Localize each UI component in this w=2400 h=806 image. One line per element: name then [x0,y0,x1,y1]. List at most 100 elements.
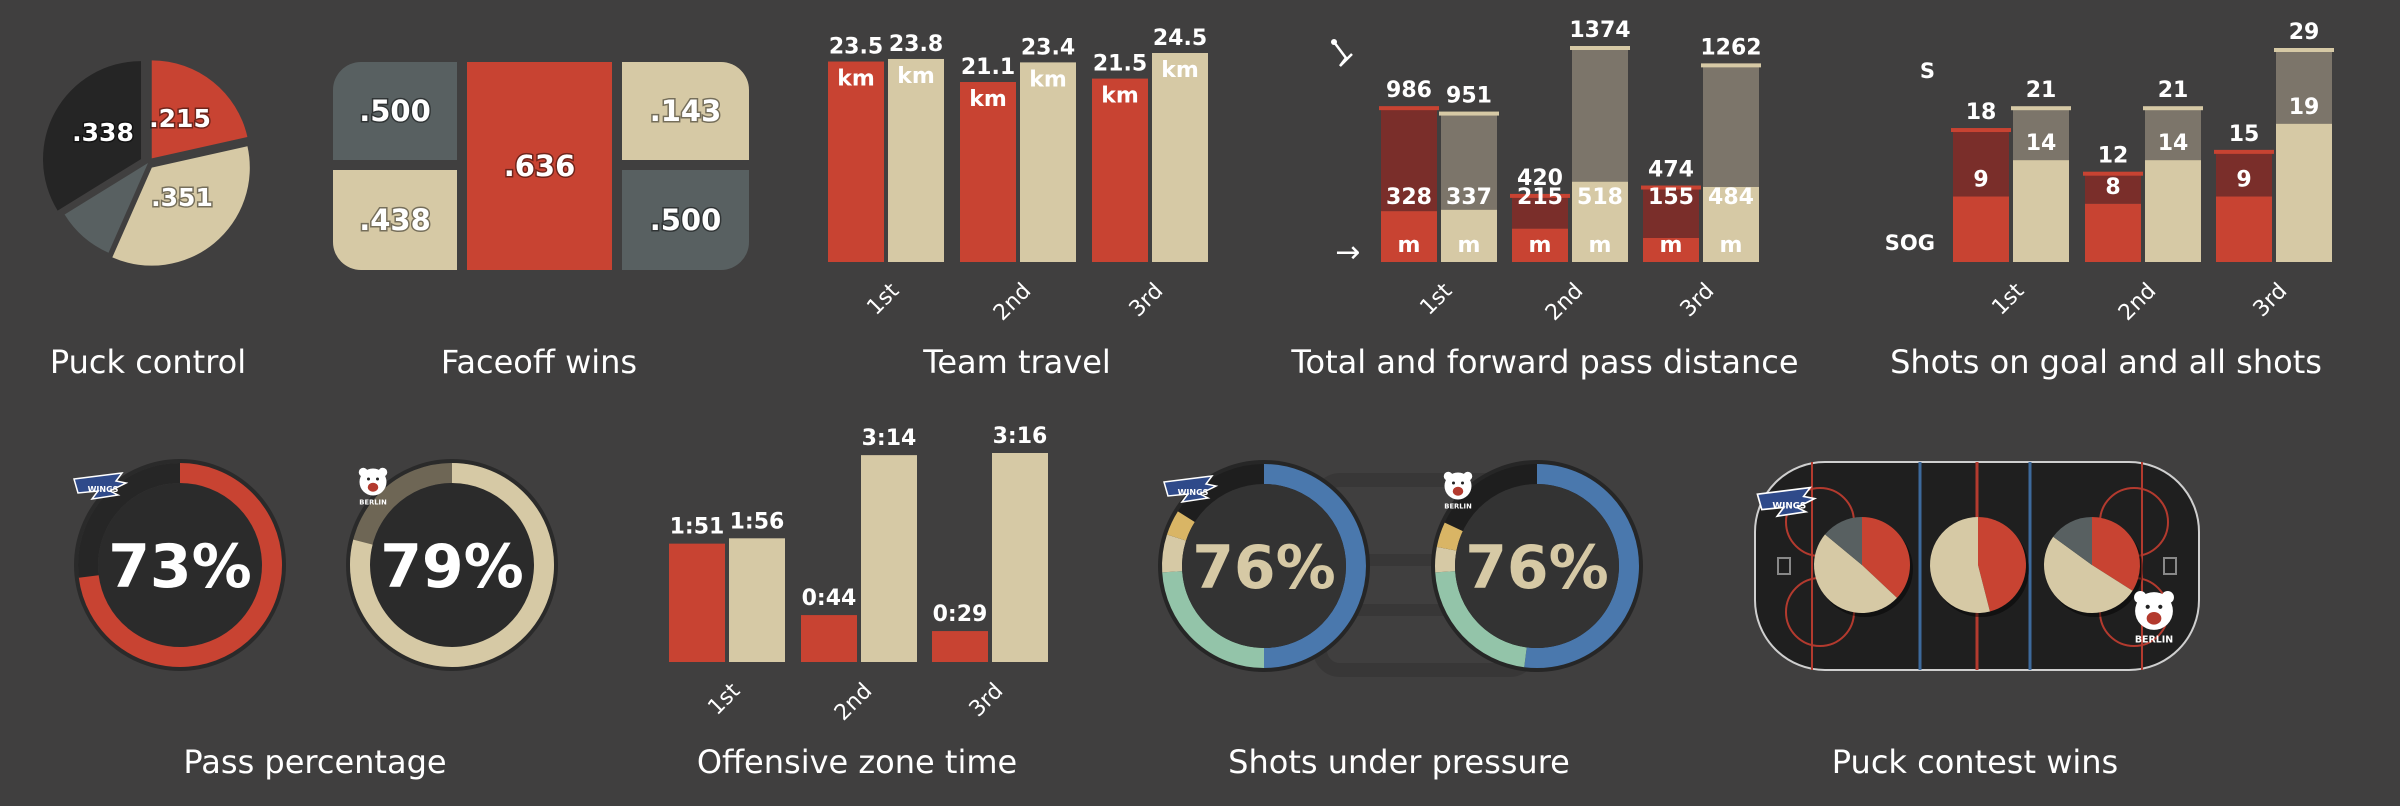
treemap-cells [333,62,749,270]
pass-total-label: 1262 [1700,35,1761,60]
berlin-logo: BERLIN [1443,471,1473,511]
shots-x-tick: 1st [1987,278,2029,320]
bear-ear [1443,471,1453,481]
pass-total-bar [1643,188,1699,238]
bear-eye [2145,604,2150,609]
pressure-title: Shots under pressure [1228,743,1570,781]
shots-on-goal-bar [1953,196,2009,262]
shots-on-goal-bar [2145,160,2201,262]
pass-total-label: 986 [1386,78,1432,103]
berlin-logo: BERLIN [358,467,388,507]
pressure-arc [1166,511,1195,541]
treemap [333,62,749,270]
contest-pie-slice [1814,534,1897,613]
pass-unit-label: m [1529,233,1552,258]
team-travel-title: Team travel [923,343,1111,381]
zone-time-bar [729,538,785,662]
pass-forward-label: 328 [1386,185,1432,210]
travel-value-label: 23.8 [889,32,943,57]
shots-legend-total: S [1920,59,1935,83]
travel-value-label: 23.4 [1021,35,1075,60]
shots-total-cap [2274,48,2334,52]
pass-total-label: 420 [1517,166,1563,191]
travel-unit-label: km [837,67,875,92]
pass-total-label: 951 [1446,84,1492,109]
wings-text: WINGS [1772,502,1806,512]
zone-time-title: Offensive zone time [696,743,1018,781]
travel-x-tick: 1st [862,278,904,320]
shots-total-label: 18 [1966,100,1997,125]
pass-x-tick: 1st [1415,278,1457,320]
travel-bar [828,61,884,263]
bear-eye [1461,481,1464,485]
bear-ear [378,467,388,477]
shots-total-cap [2214,149,2274,154]
rink-goal [1777,557,1791,575]
treemap-cell [333,170,457,270]
pressure-arc [1162,534,1187,573]
pressure-pct-label: 76% [1465,533,1609,603]
shots-total-label: 12 [2098,144,2129,169]
pass-forward-bar [1512,228,1568,262]
pass-total-label: 1374 [1569,18,1630,43]
zone-time-label: 3:16 [993,424,1048,449]
pie-slice [43,61,142,211]
pass-forward-label: 155 [1648,185,1694,210]
pie-data-label: .215 [149,104,211,133]
bear-mouth [1452,486,1464,496]
pass-total-cap [1439,111,1499,116]
bear-eye [1452,481,1455,485]
pass-total-bar [1703,66,1759,187]
bear-mouth [367,482,379,492]
pie-data-label: .351 [151,183,213,212]
shots-total-label: 21 [2026,78,2057,103]
shots-on-goal-bar [2013,160,2069,262]
bear-ear [2161,591,2174,604]
shots-total-bar [2276,51,2332,124]
pass-unit-label: m [1458,233,1481,258]
pass-unit-label: m [1589,233,1612,258]
pass-total-label: 474 [1648,158,1694,183]
travel-unit-label: km [897,64,935,89]
travel-value-label: 21.5 [1093,52,1147,77]
zone-time-bar [669,543,725,662]
shots-total-cap [1951,128,2011,133]
pass-total-cap [1379,106,1439,111]
travel-bar [1020,62,1076,263]
pass-pct-arc [78,463,282,667]
shots-x-tick: 2nd [2114,279,2161,326]
wings-shape [73,472,129,501]
pass-forward-bar [1643,237,1699,262]
zone-x-tick: 1st [703,678,745,720]
zigzag-icon [1333,41,1353,67]
donut-center [370,483,534,647]
travel-value-label: 21.1 [961,55,1015,80]
wings-text: WINGS [88,485,119,494]
bear-ear [358,467,368,477]
zone-time-label: 3:14 [862,426,917,451]
shots-total-bar [1953,131,2009,197]
travel-value-label: 24.5 [1153,26,1207,51]
pass-pct-label: 73% [108,532,252,602]
zigzag-dot [1331,39,1337,45]
berlin-text: BERLIN [359,499,387,507]
travel-x-tick: 2nd [989,279,1036,326]
shots-total-bar [2013,109,2069,161]
rink-goal [2163,557,2177,575]
forward-arrow-icon: → [1335,235,1360,270]
wings-text: WINGS [1178,488,1209,497]
zone-time-label: 1:56 [730,509,785,534]
shots-legend-sog: SOG [1885,231,1935,255]
bear-eye [376,477,379,481]
bear-eye [367,477,370,481]
pass-forward-label: 484 [1708,185,1754,210]
bear-eye [2158,604,2163,609]
pass-pct-arc [350,463,554,667]
wings-shape [1163,475,1219,504]
contest-pie-slice [1978,517,2026,612]
donut-outline [74,459,286,671]
puck-control-title: Puck control [49,343,247,381]
shots-total-bar [2085,174,2141,204]
